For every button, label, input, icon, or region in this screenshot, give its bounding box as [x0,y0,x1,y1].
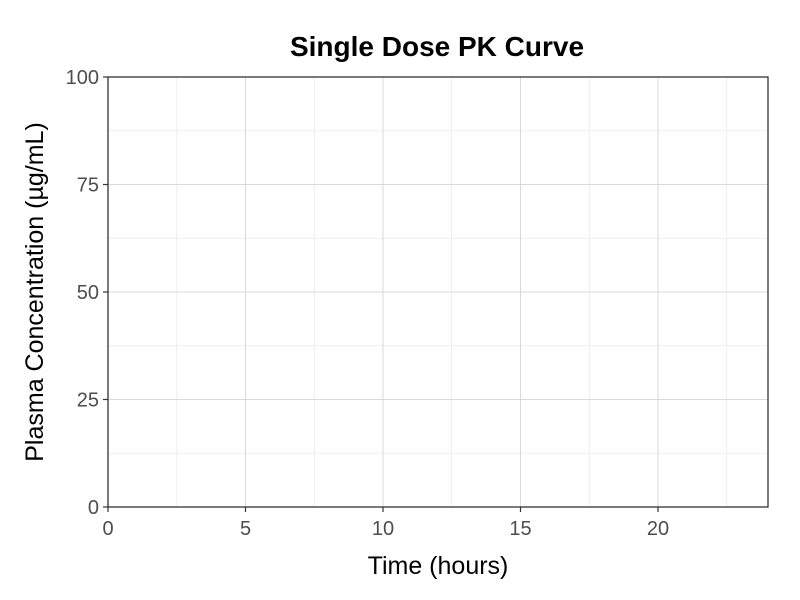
x-tick-label: 20 [647,518,669,540]
x-tick-label: 10 [372,518,394,540]
x-axis: 0 5 10 15 20 [102,507,669,540]
y-tick-label: 50 [77,282,99,304]
chart-title: Single Dose PK Curve [290,31,584,62]
y-tick-label: 0 [88,497,99,519]
x-tick-label: 15 [509,518,531,540]
y-tick-label: 100 [66,67,99,89]
y-axis-label: Plasma Concentration (µg/mL) [21,122,49,462]
y-tick-label: 75 [77,175,99,197]
x-tick-label: 5 [240,518,251,540]
x-axis-label: Time (hours) [368,552,509,580]
x-tick-label: 0 [102,518,113,540]
y-tick-label: 25 [77,390,99,412]
y-axis: 0 25 50 75 100 [66,67,108,519]
